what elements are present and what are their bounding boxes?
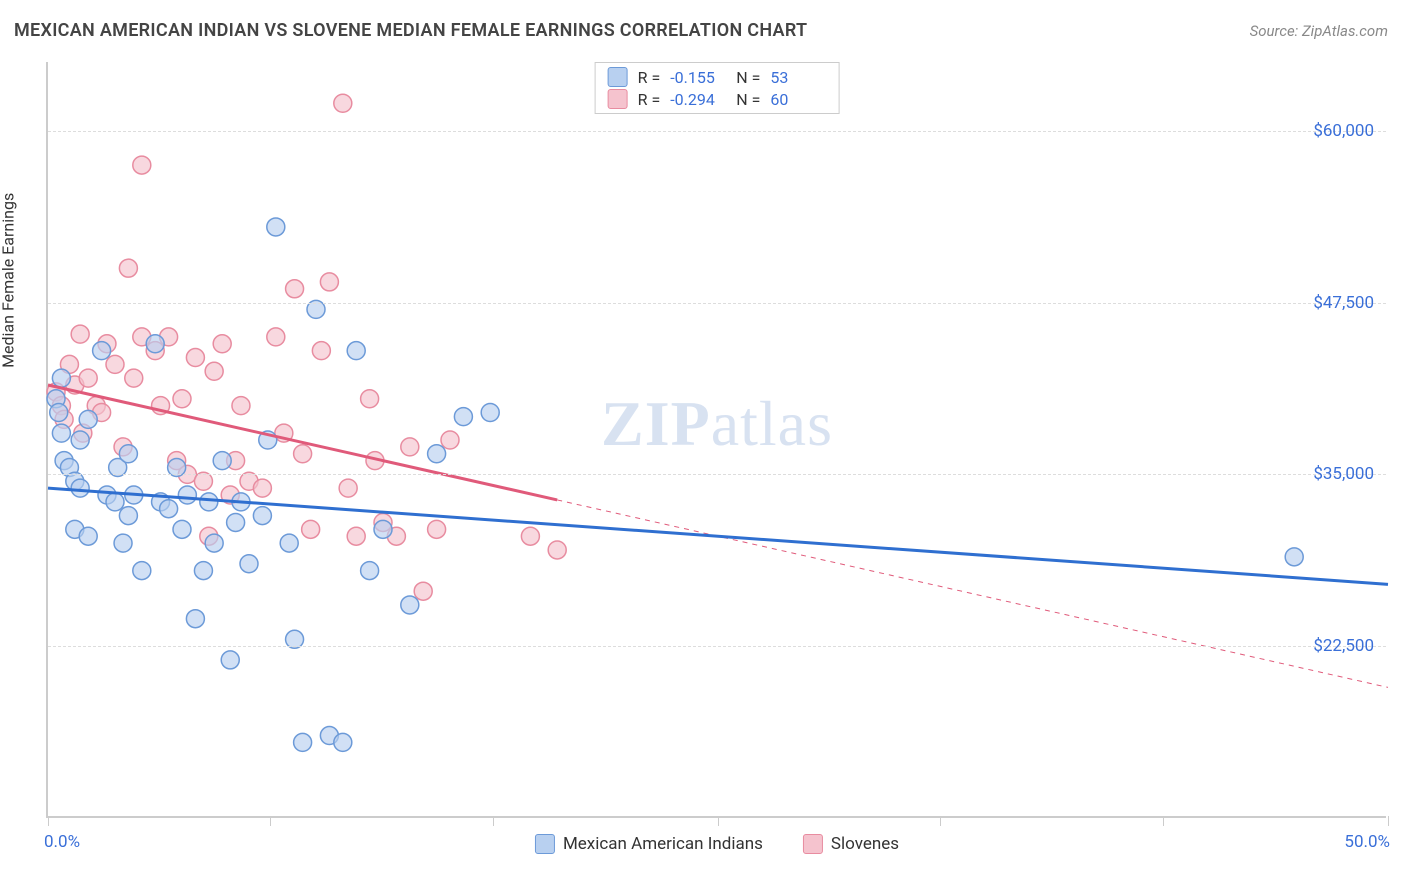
y-tick-label: $60,000: [1313, 121, 1374, 141]
legend-swatch: [803, 834, 823, 854]
n-value: 53: [770, 68, 826, 87]
y-axis-label: Median Female Earnings: [0, 193, 18, 368]
source-attribution: Source: ZipAtlas.com: [1250, 22, 1388, 40]
x-tick: [940, 816, 941, 826]
legend-swatch: [535, 834, 555, 854]
chart-container: MEXICAN AMERICAN INDIAN VS SLOVENE MEDIA…: [0, 0, 1406, 892]
gridline: [48, 474, 1386, 475]
y-tick-label: $47,500: [1313, 293, 1374, 313]
x-min-label: 0.0%: [44, 832, 80, 852]
legend-swatch: [608, 67, 628, 87]
x-tick: [1388, 816, 1389, 826]
x-max-label: 50.0%: [1344, 832, 1390, 852]
legend-series-label: Mexican American Indians: [563, 834, 763, 854]
y-tick-label: $22,500: [1313, 636, 1374, 656]
r-value: -0.155: [670, 68, 726, 87]
legend-series-label: Slovenes: [831, 834, 899, 854]
legend-stats-row: R = -0.155 N = 53: [608, 67, 827, 87]
plot-svg: [48, 62, 1386, 816]
x-tick: [493, 816, 494, 826]
plot-area: ZIPatlas R = -0.155 N = 53 R = -0.294 N …: [46, 62, 1386, 818]
legend-stats-row: R = -0.294 N = 60: [608, 89, 827, 109]
x-tick: [718, 816, 719, 826]
r-label: R =: [638, 90, 661, 109]
r-value: -0.294: [670, 90, 726, 109]
n-label: N =: [736, 68, 760, 87]
legend-series: Mexican American Indians Slovenes: [535, 834, 899, 854]
x-tick: [48, 816, 49, 826]
y-tick-label: $35,000: [1313, 464, 1374, 484]
n-label: N =: [736, 90, 760, 109]
x-tick: [270, 816, 271, 826]
chart-title: MEXICAN AMERICAN INDIAN VS SLOVENE MEDIA…: [14, 20, 807, 41]
x-tick: [1163, 816, 1164, 826]
legend-swatch: [608, 89, 628, 109]
legend-series-item: Slovenes: [803, 834, 899, 854]
n-value: 60: [770, 90, 826, 109]
legend-series-item: Mexican American Indians: [535, 834, 763, 854]
gridline: [48, 303, 1386, 304]
gridline: [48, 646, 1386, 647]
gridline: [48, 131, 1386, 132]
r-label: R =: [638, 68, 661, 87]
legend-stats: R = -0.155 N = 53 R = -0.294 N = 60: [595, 62, 840, 114]
